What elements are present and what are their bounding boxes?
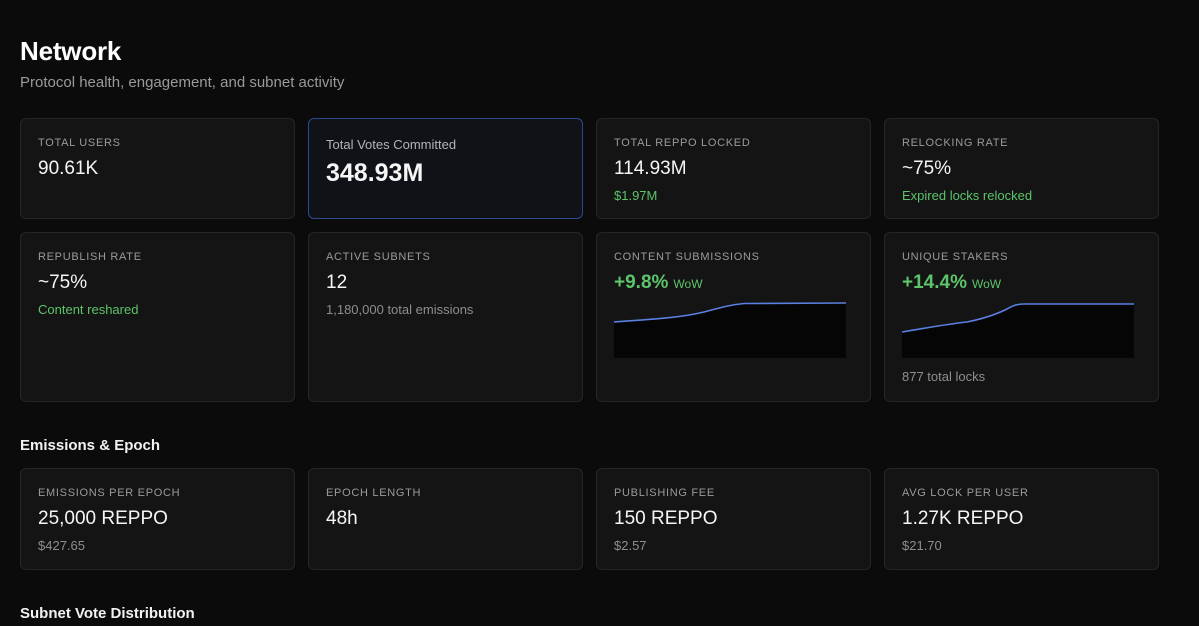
growth-percent: +9.8%	[614, 272, 669, 293]
content-submissions-card[interactable]: CONTENT SUBMISSIONS +9.8% WoW	[596, 232, 871, 402]
sparkline-area	[614, 303, 846, 358]
card-label: AVG LOCK PER USER	[902, 487, 1029, 499]
card-label: Total Votes Committed	[326, 137, 457, 152]
card-subtext: Content reshared	[38, 302, 139, 317]
emissions-row: EMISSIONS PER EPOCH 25,000 REPPO $427.65…	[20, 468, 1159, 570]
page-subtitle: Protocol health, engagement, and subnet …	[20, 74, 345, 91]
sparkline-line	[614, 302, 846, 323]
card-value: 12	[326, 272, 348, 293]
emissions-section-title: Emissions & Epoch	[20, 437, 161, 454]
card-value: 48h	[326, 508, 358, 529]
card-label: UNIQUE STAKERS	[902, 251, 1009, 263]
card-label: ACTIVE SUBNETS	[326, 251, 431, 263]
card-subtext: $2.57	[614, 538, 647, 553]
epoch-length-card[interactable]: EPOCH LENGTH 48h	[308, 468, 583, 570]
relocking-rate-card[interactable]: RELOCKING RATE ~75% Expired locks relock…	[884, 118, 1159, 219]
card-value: 114.93M	[614, 158, 687, 179]
growth-period: WoW	[971, 277, 1002, 291]
card-label: REPUBLISH RATE	[38, 251, 142, 263]
avg-lock-per-user-card[interactable]: AVG LOCK PER USER 1.27K REPPO $21.70	[884, 468, 1159, 570]
page-title: Network	[20, 36, 122, 66]
growth-percent: +14.4%	[902, 272, 967, 293]
card-value: 90.61K	[38, 158, 99, 179]
card-value: 25,000 REPPO	[38, 508, 168, 529]
sparkline-area	[902, 304, 1134, 358]
growth-row: +9.8% WoW	[614, 272, 853, 294]
total-users-card[interactable]: TOTAL USERS 90.61K	[20, 118, 295, 219]
card-value: ~75%	[902, 158, 952, 179]
card-label: PUBLISHING FEE	[614, 487, 715, 499]
card-value: ~75%	[38, 272, 88, 293]
card-label: TOTAL USERS	[38, 137, 121, 149]
stats-row-1: TOTAL USERS 90.61K Total Votes Committed…	[20, 118, 1159, 219]
card-label: TOTAL REPPO LOCKED	[614, 137, 751, 149]
growth-period: WoW	[673, 277, 703, 291]
card-subtext: 1,180,000 total emissions	[326, 302, 474, 317]
card-subtext: $427.65	[38, 538, 85, 553]
card-value: 1.27K REPPO	[902, 508, 1024, 529]
unique-stakers-sparkline	[902, 303, 1134, 358]
card-value: 150 REPPO	[614, 508, 718, 529]
total-votes-committed-card[interactable]: Total Votes Committed 348.93M	[308, 118, 583, 219]
card-subtext: Expired locks relocked	[902, 188, 1033, 203]
total-locks-text: 877 total locks	[902, 369, 986, 384]
card-label: CONTENT SUBMISSIONS	[614, 251, 760, 263]
publishing-fee-card[interactable]: PUBLISHING FEE 150 REPPO $2.57	[596, 468, 871, 570]
growth-row: +14.4% WoW	[902, 272, 1141, 294]
card-label: RELOCKING RATE	[902, 137, 1009, 149]
card-subtext: $21.70	[902, 538, 942, 553]
total-reppo-locked-card[interactable]: TOTAL REPPO LOCKED 114.93M $1.97M	[596, 118, 871, 219]
stats-row-2: REPUBLISH RATE ~75% Content reshared ACT…	[20, 232, 1159, 402]
republish-rate-card[interactable]: REPUBLISH RATE ~75% Content reshared	[20, 232, 295, 402]
subnet-vote-distribution-title: Subnet Vote Distribution	[20, 605, 195, 622]
content-submissions-sparkline	[614, 302, 846, 358]
active-subnets-card[interactable]: ACTIVE SUBNETS 12 1,180,000 total emissi…	[308, 232, 583, 402]
card-subtext: $1.97M	[614, 188, 658, 203]
card-value: 348.93M	[326, 159, 424, 187]
card-label: EPOCH LENGTH	[326, 487, 422, 499]
card-label: EMISSIONS PER EPOCH	[38, 487, 181, 499]
sparkline-line	[902, 303, 1134, 333]
emissions-per-epoch-card[interactable]: EMISSIONS PER EPOCH 25,000 REPPO $427.65	[20, 468, 295, 570]
unique-stakers-card[interactable]: UNIQUE STAKERS +14.4% WoW 877 total lock…	[884, 232, 1159, 402]
